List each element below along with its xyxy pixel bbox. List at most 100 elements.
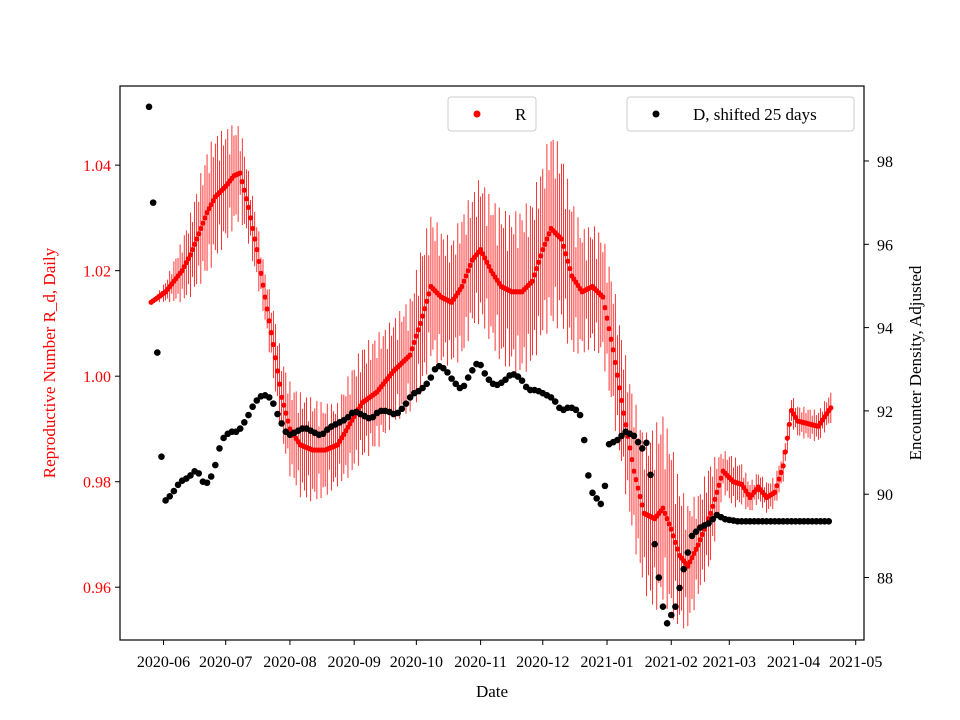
r-point (185, 256, 191, 262)
r-point (247, 215, 254, 221)
r-point (666, 521, 672, 527)
d-point (265, 394, 273, 401)
r-point (670, 533, 676, 539)
x-tick-label: 2020-11 (454, 654, 507, 671)
d-point (651, 540, 658, 548)
d-point (460, 382, 468, 390)
d-point (518, 377, 526, 385)
r-point (183, 260, 189, 266)
r-point (693, 546, 699, 552)
d-point (369, 413, 377, 421)
r-point (262, 294, 268, 300)
r-point (606, 326, 612, 332)
d-point (825, 517, 833, 525)
d-point (319, 430, 327, 438)
d-point (634, 438, 642, 446)
r-point (687, 559, 693, 565)
x-tick-label: 2021-03 (703, 654, 756, 671)
r-point (533, 265, 540, 272)
d-point (406, 394, 414, 401)
r-point (662, 510, 668, 516)
r-point (285, 418, 291, 424)
r-point (708, 510, 714, 516)
left-y-tick-label: 1.04 (83, 158, 111, 175)
d-point (274, 410, 281, 418)
x-tick-label: 2021-04 (767, 654, 820, 671)
d-point (618, 432, 625, 440)
r-point (772, 489, 778, 495)
r-point (409, 346, 415, 352)
r-point (604, 315, 610, 321)
r-point (544, 236, 550, 242)
r-point (639, 502, 645, 508)
r-point (189, 246, 196, 253)
x-tick-label: 2021-02 (645, 654, 698, 671)
r-point (633, 477, 639, 483)
r-point (786, 421, 792, 427)
d-point (688, 532, 696, 540)
r-point (668, 526, 674, 532)
d-point (402, 400, 410, 407)
r-point (413, 333, 419, 339)
r-point (691, 550, 697, 557)
d-point (692, 528, 700, 535)
d-point (149, 199, 157, 206)
right-y-tick-label: 90 (877, 487, 893, 504)
legend-d: D, shifted 25 days (626, 96, 855, 132)
r-point (776, 476, 782, 482)
r-point (629, 456, 635, 463)
r-point (196, 231, 202, 237)
d-point (427, 374, 435, 381)
r-point (784, 435, 790, 441)
r-point (210, 198, 216, 204)
d-point (278, 420, 285, 427)
r-point (181, 264, 187, 270)
r-point (610, 347, 616, 353)
r-point (608, 336, 614, 342)
r-point (664, 516, 670, 522)
r-point (674, 546, 681, 552)
d-point (394, 409, 402, 417)
r-point (187, 252, 194, 258)
r-point (419, 313, 426, 319)
r-point (204, 210, 210, 216)
r-point (252, 236, 258, 242)
x-tick-label: 2020-07 (199, 654, 252, 671)
r-point (558, 236, 565, 242)
x-axis-label: Date (476, 682, 508, 701)
d-point (601, 482, 609, 490)
right-y-tick-label: 98 (877, 154, 893, 171)
left-y-axis-label: Reproductive Number R_d, Daily (40, 247, 59, 478)
d-point (145, 103, 153, 111)
d-point (477, 361, 484, 369)
r-point (602, 305, 608, 311)
r-point (461, 278, 467, 284)
r-point (274, 368, 281, 374)
r-point (536, 259, 542, 265)
d-point (481, 370, 489, 377)
d-point (187, 472, 194, 479)
r-point (620, 410, 627, 416)
r-point (562, 251, 569, 257)
d-point (502, 376, 509, 383)
r-point (612, 359, 618, 366)
d-point (630, 432, 638, 440)
r-point (716, 482, 722, 488)
d-point (464, 374, 472, 381)
r-point (699, 531, 705, 538)
r-point (618, 397, 625, 404)
r-point (486, 263, 492, 270)
d-point (448, 375, 455, 382)
r-point (237, 170, 243, 176)
r-point (567, 265, 573, 272)
x-tick-label: 2020-08 (263, 654, 316, 671)
r-point (283, 410, 289, 416)
r-point (774, 483, 780, 489)
r-point (422, 306, 428, 312)
d-point (614, 436, 621, 444)
r-point (529, 278, 536, 284)
left-y-tick-label: 0.96 (83, 580, 111, 597)
x-tick-label: 2021-05 (829, 654, 882, 671)
d-point (216, 445, 223, 452)
r-point (241, 187, 247, 193)
